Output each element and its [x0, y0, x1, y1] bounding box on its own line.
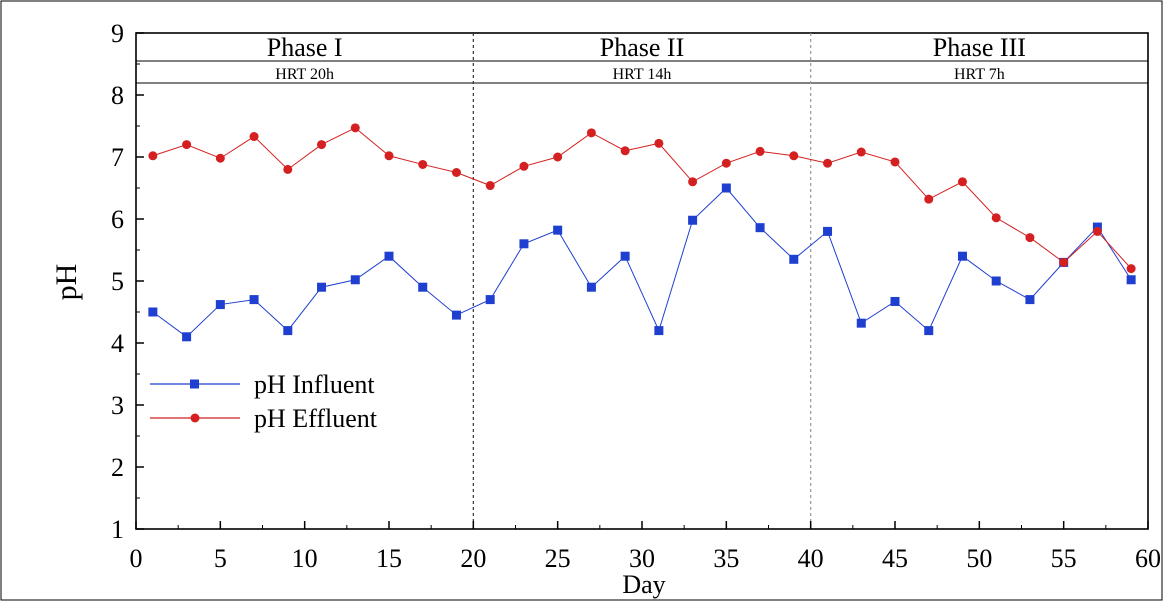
influent-point: [519, 239, 529, 249]
effluent-point: [1025, 233, 1035, 243]
x-tick-label: 5: [214, 544, 227, 573]
effluent-point: [283, 164, 293, 174]
influent-point: [317, 282, 327, 292]
x-tick-label: 0: [130, 544, 143, 573]
influent-point: [755, 223, 765, 233]
effluent-point: [317, 140, 327, 150]
effluent-point: [721, 158, 731, 168]
influent-point: [924, 326, 934, 336]
influent-point: [283, 326, 293, 336]
influent-point: [384, 251, 394, 261]
series-line-influent: [152, 187, 1132, 338]
effluent-point: [384, 151, 394, 161]
influent-point: [182, 332, 192, 342]
effluent-point: [586, 128, 596, 138]
y-tick-label: 8: [111, 81, 124, 110]
effluent-point: [215, 153, 225, 163]
y-axis-label: pH: [50, 264, 83, 301]
influent-point: [991, 276, 1001, 286]
y-tick-label: 9: [111, 19, 124, 48]
influent-point: [553, 225, 563, 235]
effluent-point: [553, 152, 563, 162]
effluent-point: [890, 157, 900, 167]
influent-point: [620, 251, 630, 261]
effluent-point: [620, 146, 630, 156]
effluent-point: [957, 177, 967, 187]
x-tick-label: 20: [460, 544, 486, 573]
y-tick-label: 2: [111, 453, 124, 482]
effluent-point: [789, 151, 799, 161]
effluent-point: [519, 161, 529, 171]
phase-hrt-label: HRT 20h: [275, 66, 334, 83]
legend-marker: [190, 379, 199, 389]
x-tick-label: 50: [966, 544, 992, 573]
influent-point: [721, 183, 731, 193]
x-tick-label: 25: [545, 544, 571, 573]
effluent-point: [991, 213, 1001, 223]
effluent-point: [856, 147, 866, 157]
influent-point: [148, 307, 158, 317]
influent-point: [451, 310, 461, 320]
effluent-point: [249, 132, 259, 142]
influent-point: [957, 251, 967, 261]
y-tick-label: 1: [111, 515, 124, 544]
influent-point: [688, 215, 698, 225]
phase-label: Phase I: [267, 33, 343, 62]
y-tick-label: 3: [111, 391, 124, 420]
effluent-point: [688, 177, 698, 187]
influent-point: [1025, 295, 1035, 305]
phase-label: Phase II: [600, 33, 684, 62]
phase-label: Phase III: [933, 33, 1026, 62]
effluent-point: [1126, 264, 1136, 274]
influent-point: [856, 318, 866, 328]
y-tick-label: 5: [111, 267, 124, 296]
influent-point: [485, 295, 495, 305]
effluent-point: [1059, 257, 1069, 267]
x-tick-label: 30: [629, 544, 655, 573]
legend-marker: [190, 413, 200, 423]
effluent-point: [451, 168, 461, 177]
effluent-point: [182, 140, 192, 150]
effluent-point: [418, 159, 428, 169]
influent-point: [350, 275, 360, 285]
influent-point: [1126, 275, 1136, 285]
x-tick-label: 35: [713, 544, 739, 573]
effluent-point: [350, 123, 360, 133]
influent-point: [418, 282, 428, 292]
influent-point: [249, 295, 259, 305]
effluent-point: [654, 138, 664, 148]
influent-point: [586, 282, 596, 292]
legend-label: pH Effluent: [254, 404, 378, 433]
x-tick-label: 15: [376, 544, 402, 573]
x-axis-label: Day: [622, 570, 665, 599]
phase-hrt-label: HRT 14h: [613, 66, 672, 83]
influent-point: [654, 326, 664, 336]
legend-label: pH Influent: [254, 370, 375, 399]
effluent-point: [1092, 226, 1102, 236]
x-tick-label: 60: [1135, 544, 1161, 573]
series-line-effluent: [152, 127, 1132, 269]
x-tick-label: 10: [292, 544, 318, 573]
effluent-point: [924, 194, 934, 204]
x-tick-label: 45: [882, 544, 908, 573]
phase-hrt-label: HRT 7h: [954, 66, 1005, 83]
influent-point: [215, 300, 225, 310]
influent-point: [890, 296, 900, 306]
y-tick-label: 6: [111, 205, 124, 234]
effluent-point: [148, 151, 158, 161]
x-tick-label: 40: [798, 544, 824, 573]
effluent-point: [755, 146, 765, 156]
y-tick-label: 7: [111, 143, 124, 172]
effluent-point: [485, 181, 495, 191]
x-tick-label: 55: [1051, 544, 1077, 573]
influent-point: [823, 226, 833, 236]
influent-point: [789, 254, 799, 264]
y-tick-label: 4: [111, 329, 124, 358]
effluent-point: [823, 158, 833, 168]
